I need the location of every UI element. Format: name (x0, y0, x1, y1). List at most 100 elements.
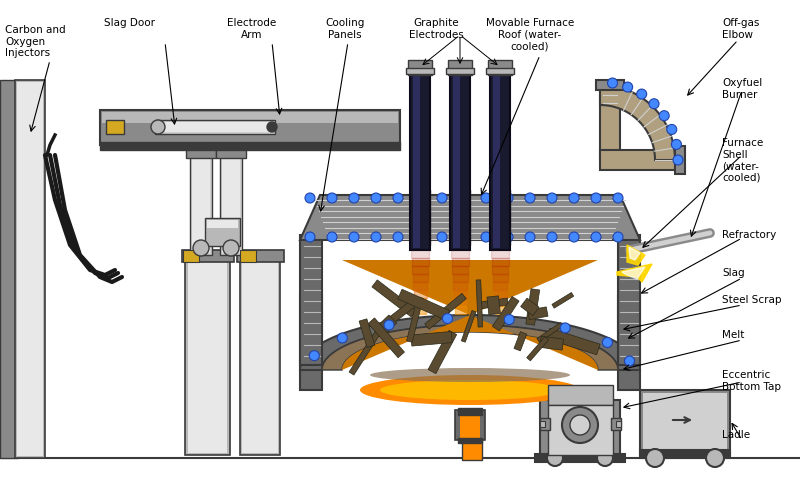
Circle shape (625, 356, 634, 366)
Bar (490, 65, 510, 250)
Bar (535, 454, 625, 462)
Bar (493, 296, 519, 331)
Text: Melt: Melt (722, 330, 744, 340)
Bar (192, 157, 210, 253)
Circle shape (481, 193, 491, 203)
Circle shape (646, 449, 664, 467)
Circle shape (223, 240, 239, 256)
Bar (552, 292, 574, 308)
Text: Furnace
Shell
(water-
cooled): Furnace Shell (water- cooled) (722, 138, 763, 183)
Bar (450, 65, 470, 250)
Circle shape (305, 232, 315, 242)
Bar (190, 155, 212, 255)
Bar (15, 80, 45, 458)
Circle shape (459, 232, 469, 242)
Circle shape (591, 193, 601, 203)
Bar (408, 60, 432, 75)
Circle shape (649, 99, 659, 109)
Bar (611, 418, 621, 430)
Bar (462, 438, 482, 460)
Bar (640, 450, 730, 458)
Bar (406, 297, 423, 342)
Circle shape (310, 351, 319, 361)
Bar (359, 319, 374, 348)
Bar (476, 280, 482, 327)
Bar (368, 318, 405, 358)
Bar (452, 192, 468, 243)
Circle shape (327, 193, 337, 203)
Circle shape (562, 407, 598, 443)
Circle shape (671, 140, 682, 149)
Bar (462, 311, 476, 342)
Bar (487, 296, 500, 315)
Bar (240, 255, 280, 455)
Circle shape (622, 82, 633, 92)
Bar (600, 150, 680, 170)
Bar (220, 155, 242, 255)
Circle shape (384, 320, 394, 330)
Bar (616, 421, 621, 427)
Bar (548, 385, 613, 405)
Circle shape (415, 232, 425, 242)
Bar (428, 330, 457, 374)
Circle shape (504, 315, 514, 324)
Text: Carbon and
Oxygen
Injectors: Carbon and Oxygen Injectors (5, 25, 66, 58)
Bar (237, 250, 284, 262)
Bar (492, 192, 508, 243)
Bar (458, 408, 482, 415)
Bar (157, 122, 273, 132)
Bar (640, 390, 730, 455)
Circle shape (371, 232, 381, 242)
Text: Eccentric
Bottom Tap: Eccentric Bottom Tap (722, 370, 781, 391)
Circle shape (327, 232, 337, 242)
Bar (446, 68, 474, 74)
Text: Off-gas
Elbow: Off-gas Elbow (722, 18, 759, 39)
Bar (526, 337, 549, 361)
Circle shape (673, 155, 683, 165)
Bar (185, 255, 230, 455)
Circle shape (591, 232, 601, 242)
Bar (540, 400, 620, 458)
Bar (188, 257, 227, 453)
Bar (425, 293, 466, 329)
Bar (548, 405, 613, 455)
Bar (490, 190, 510, 245)
Bar (537, 322, 563, 342)
Bar (186, 150, 216, 158)
Text: Steel Scrap: Steel Scrap (722, 295, 782, 305)
Polygon shape (600, 85, 675, 160)
Bar (521, 298, 539, 316)
Circle shape (442, 314, 453, 323)
Bar (106, 120, 124, 134)
Bar (411, 331, 452, 346)
Bar (618, 235, 640, 365)
Bar (222, 157, 240, 253)
Bar (455, 410, 485, 440)
Bar (349, 331, 380, 375)
Circle shape (338, 333, 347, 343)
Circle shape (569, 193, 579, 203)
Bar (600, 85, 620, 160)
Bar (102, 112, 398, 123)
Bar (481, 298, 508, 309)
Circle shape (607, 78, 618, 88)
Ellipse shape (370, 368, 570, 382)
Polygon shape (342, 260, 598, 370)
Bar (398, 289, 450, 320)
Circle shape (459, 193, 469, 203)
Bar (155, 120, 275, 134)
Bar (514, 332, 526, 351)
Circle shape (349, 193, 359, 203)
Circle shape (481, 232, 491, 242)
Circle shape (525, 193, 535, 203)
Bar (240, 250, 256, 262)
Circle shape (666, 124, 677, 135)
Circle shape (659, 111, 669, 121)
Circle shape (437, 193, 447, 203)
Bar (675, 146, 685, 174)
Text: Slag: Slag (722, 268, 745, 278)
Bar (618, 295, 640, 390)
Text: Electrode
Arm: Electrode Arm (227, 18, 277, 39)
Bar (205, 218, 240, 246)
Bar (182, 250, 234, 262)
